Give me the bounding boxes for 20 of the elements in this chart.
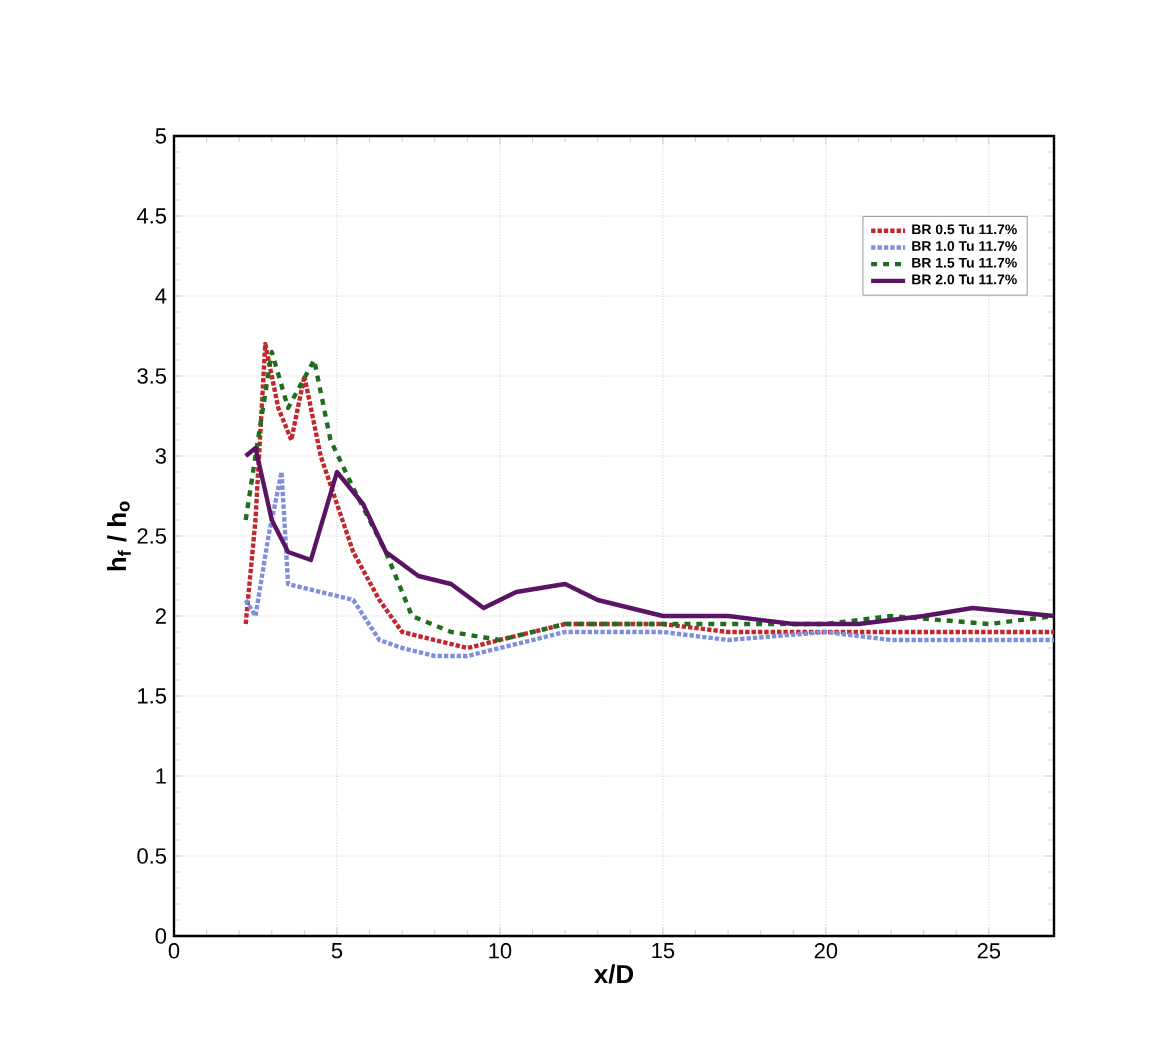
y-tick-label: 4: [155, 288, 167, 304]
y-tick-label: 3.5: [137, 368, 167, 384]
x-tick-label: 5: [331, 943, 343, 959]
y-tick-label: 4.5: [136, 208, 167, 224]
y-axis-title: h$_{f}$ / h$_{o}$: [107, 501, 131, 571]
line-series: [243, 445, 1055, 627]
x-tick-label: 15: [652, 943, 675, 959]
y-tick-label: 3: [155, 448, 166, 464]
x-tick-label: 0: [168, 943, 180, 959]
y-tick-label: 1: [156, 768, 166, 784]
x-tick-label: 10: [489, 943, 512, 959]
x-axis-title: x/D: [594, 964, 634, 984]
x-tick-label: 25: [977, 943, 1001, 959]
y-tick-label: 2: [155, 608, 166, 624]
x-tick-label: 20: [814, 943, 838, 959]
y-tick-label: 0.5: [137, 848, 167, 864]
y-tick-label: 2.5: [137, 528, 167, 544]
y-tick-label: 5: [155, 128, 167, 144]
y-tick-label: 1.5: [138, 688, 167, 704]
y-tick-label: 0: [155, 928, 167, 944]
